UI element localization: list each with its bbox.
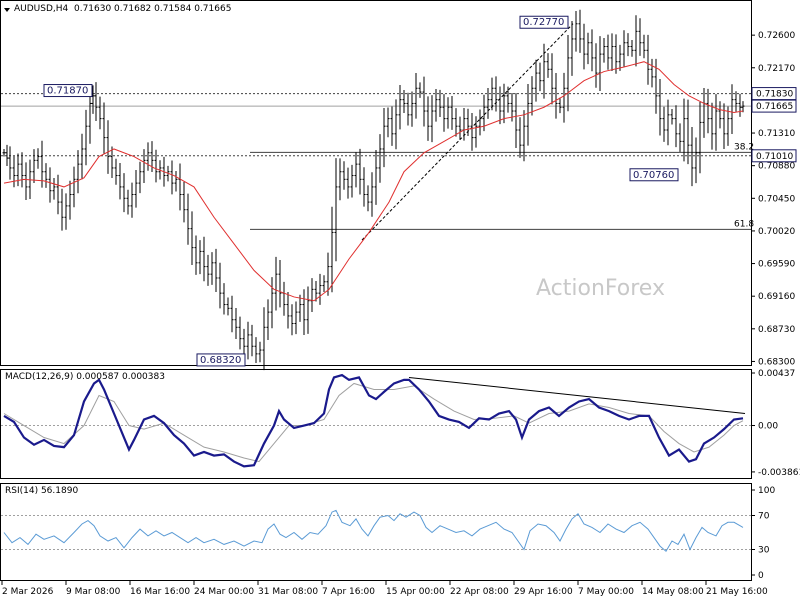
x-tick-label: 24 Mar 00:00 <box>194 587 254 597</box>
price-y-tick-label: 0.68300 <box>758 357 795 367</box>
x-tick-label: 31 Mar 08:00 <box>258 587 318 597</box>
macd-trendline <box>408 376 746 415</box>
macd-y-tick-label: -0.003861 <box>758 468 800 478</box>
price-y-axis: 0.726000.721700.717400.713100.708800.704… <box>751 31 797 367</box>
annotation-box <box>43 84 93 98</box>
price-bars <box>2 9 745 371</box>
x-tick-label: 15 Apr 00:00 <box>386 587 445 597</box>
macd-y-tick-label: 0.00437 <box>758 369 795 379</box>
price-y-tick-label: 0.72600 <box>758 31 795 41</box>
symbol-title: AUDUSD,H4 0.71630 0.71682 0.71584 0.7166… <box>14 4 232 14</box>
macd-y-tick-label: 0.00 <box>758 422 778 432</box>
x-tick-label: 9 Mar 08:00 <box>66 587 121 597</box>
price-y-tick-label: 0.71310 <box>758 129 795 139</box>
rsi-y-tick-label: 70 <box>758 512 770 522</box>
macd-title: MACD(12,26,9) 0.000587 0.000383 <box>5 372 165 382</box>
rsi-y-axis: 100 70 30 0 <box>751 486 775 581</box>
price-pane-frame <box>0 0 752 366</box>
rsi-title: RSI(14) 56.1890 <box>5 486 79 496</box>
price-y-tick-label: 0.70020 <box>758 227 795 237</box>
annotation-box <box>196 353 246 367</box>
x-tick-label: 16 Mar 16:00 <box>130 587 190 597</box>
price-y-tick-label: 0.70450 <box>758 194 795 204</box>
level-label-box <box>751 87 797 101</box>
price-y-tick-label: 0.69590 <box>758 260 795 270</box>
fib-label: 38.2 <box>734 142 754 152</box>
level-label: 0.71830 <box>756 90 793 100</box>
price-levels: 38.2 61.8 <box>1 23 754 241</box>
rsi-line <box>3 509 744 552</box>
x-tick-label: 22 Apr 08:00 <box>450 587 509 597</box>
macd-y-axis: 0.00437 0.00 -0.003861 <box>751 369 800 478</box>
x-tick-label: 21 May 16:00 <box>706 587 768 597</box>
macd-line <box>3 373 744 468</box>
price-y-tick-label: 0.69160 <box>758 292 795 302</box>
x-tick-label: 29 Apr 16:00 <box>514 587 573 597</box>
rsi-y-tick-label: 100 <box>758 486 775 496</box>
macd-indicator <box>1 373 751 468</box>
moving-average <box>3 61 744 302</box>
macd-pane-frame <box>0 369 752 479</box>
x-tick-label: 2 Mar 2026 <box>2 587 54 597</box>
price-y-tick-label: 0.68730 <box>758 325 795 335</box>
level-label-box <box>751 149 797 163</box>
signal-line <box>3 382 744 463</box>
annotation-box <box>629 168 679 182</box>
annotation-box <box>519 15 569 29</box>
annotation-label: 0.68320 <box>200 355 241 366</box>
fib-label: 61.8 <box>734 219 754 229</box>
price-y-tick-label: 0.70880 <box>758 162 795 172</box>
level-label: 0.71010 <box>756 152 793 162</box>
rsi-y-tick-label: 0 <box>758 571 764 581</box>
rsi-indicator <box>1 509 751 552</box>
x-tick-label: 7 Apr 16:00 <box>322 587 375 597</box>
annotation-label: 0.71870 <box>47 86 88 97</box>
level-label-box <box>751 99 797 113</box>
rsi-y-tick-label: 30 <box>758 546 770 556</box>
watermark: ActionForex <box>536 276 665 301</box>
price-y-tick-label: 0.72170 <box>758 64 795 74</box>
ma-line <box>3 61 744 302</box>
x-tick-label: 7 May 00:00 <box>578 587 634 597</box>
level-label: 0.71665 <box>756 102 793 112</box>
rsi-pane-frame <box>0 483 752 581</box>
x-tick-label: 14 May 08:00 <box>642 587 704 597</box>
annotation-label: 0.70760 <box>633 170 674 181</box>
dropdown-icon[interactable] <box>4 8 10 12</box>
time-axis: 2 Mar 2026 9 Mar 08:00 16 Mar 16:00 24 Mar … <box>1 581 768 597</box>
annotation-label: 0.72770 <box>523 17 564 28</box>
